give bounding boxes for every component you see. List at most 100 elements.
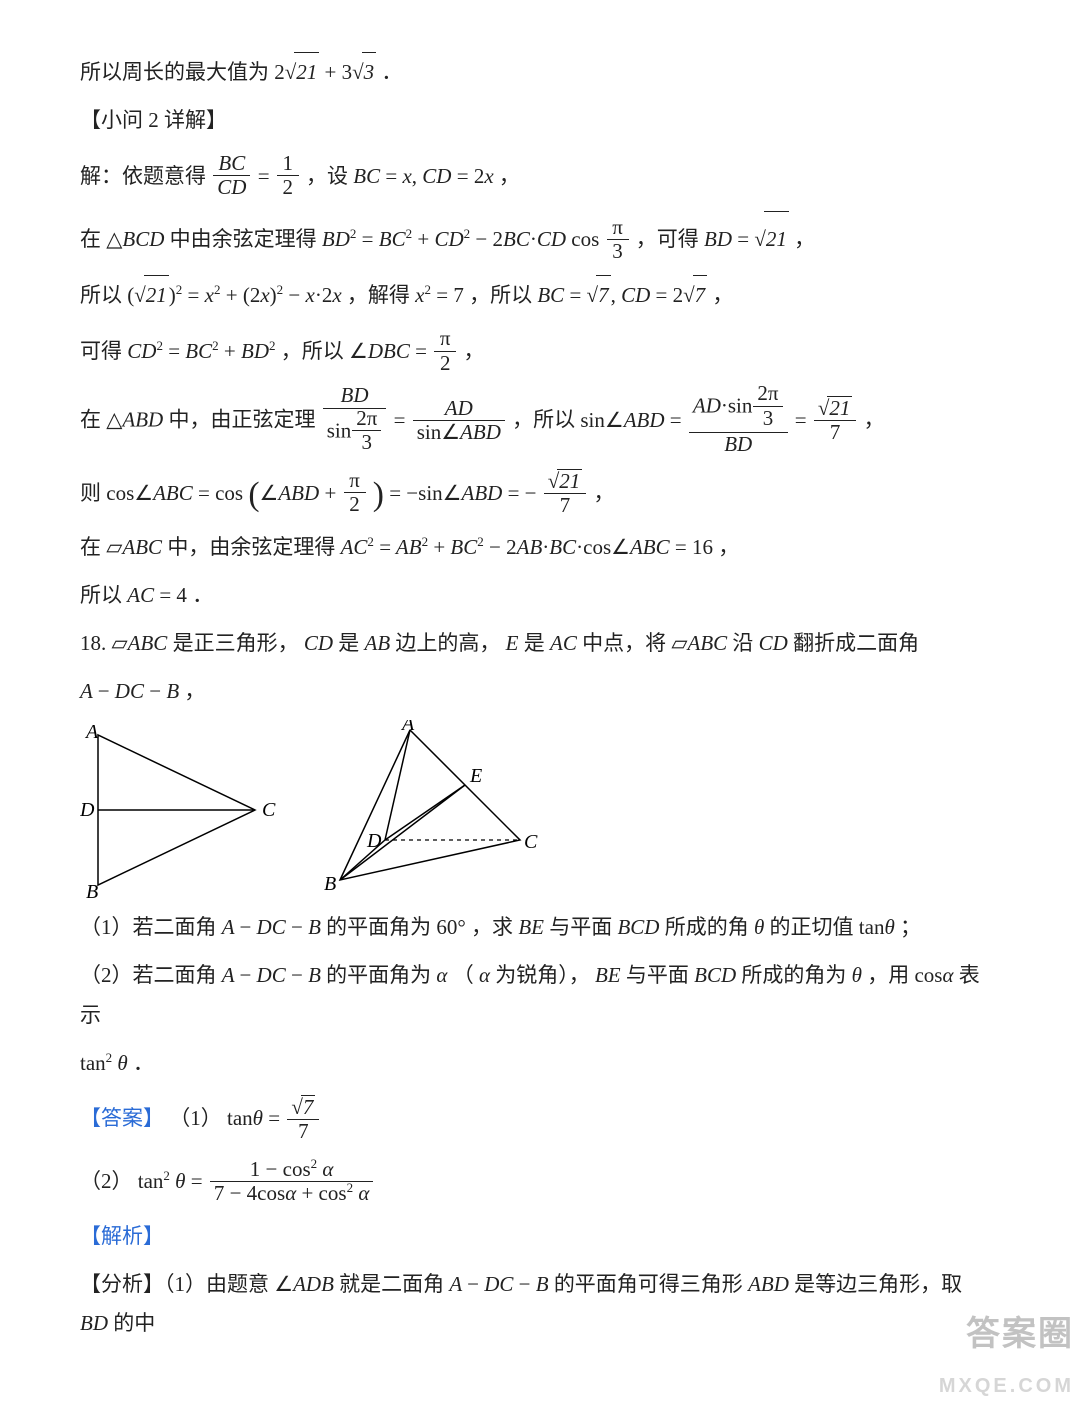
text: 边上的高，: [395, 631, 500, 655]
sym: A − DC − B: [222, 963, 326, 987]
sym: A − DC − B: [449, 1272, 553, 1296]
q18-part2: （2）若二面角 A − DC − B 的平面角为 α （ α 为锐角）， BE …: [80, 956, 1000, 1036]
text: ，所以: [281, 339, 344, 363]
line-setup: 解：依题意得 BCCD = 12 ，设 BC = x, CD = 2x ，: [80, 149, 1000, 204]
sym: BCD: [694, 963, 741, 987]
line-perimeter: 所以周长的最大值为 221 + 33 ．: [80, 52, 1000, 93]
text: （: [453, 963, 474, 987]
text: ．: [192, 583, 213, 607]
text: ，可得: [636, 227, 699, 251]
q18-line1: 18. ▱ABC 是正三角形， CD 是 AB 边上的高， E 是 AC 中点，…: [80, 624, 1000, 664]
fig1-A: A: [84, 721, 99, 743]
text: 所成的角: [665, 915, 749, 939]
text: ，用: [867, 963, 909, 987]
answer-label: 【答案】: [80, 1106, 164, 1130]
text: ，: [594, 481, 615, 505]
fig1-C: C: [262, 799, 276, 821]
fig2-D: D: [366, 830, 382, 852]
text: 在: [80, 227, 101, 251]
fig1-B: B: [86, 881, 98, 900]
sym: cosα: [914, 963, 958, 987]
text: 的平面角可得三角形: [554, 1272, 743, 1296]
text: 在: [80, 408, 101, 432]
text: 为锐角），: [495, 963, 590, 987]
math-tri-abd: △ABD: [106, 408, 163, 432]
text: （1）: [169, 1106, 222, 1130]
math-ans1: tanθ = 77: [227, 1106, 321, 1130]
sym: CD: [759, 631, 788, 655]
math-dihedral: A − DC − B: [80, 679, 179, 703]
text: 所以: [80, 283, 122, 307]
text: ，: [718, 535, 739, 559]
text: 【分析】（1）由题意: [80, 1272, 269, 1296]
text: 是正三角形，: [173, 631, 299, 655]
sym: E: [506, 631, 519, 655]
analysis-label: 【解析】: [80, 1217, 1000, 1257]
math-sine-rule: BD sin2π3 = AD sin∠ABD: [321, 408, 512, 432]
text: 与平面: [626, 963, 689, 987]
math-sq21: (21)2 = x2 + (2x)2 − x·2x: [127, 283, 347, 307]
line-sine-rule: 在 △ABD 中，由正弦定理 BD sin2π3 = AD sin∠ABD ，所…: [80, 386, 1000, 457]
text: 与平面: [549, 915, 612, 939]
text: ，: [712, 283, 733, 307]
text: ，所以: [469, 283, 532, 307]
math-tri-abc: ▱ABC: [106, 535, 162, 559]
math-cosine-bcd: BD2 = BC2 + CD2 − 2BC·CD cos π3: [322, 227, 636, 251]
sym: BCD: [617, 915, 664, 939]
text: 就是二面角: [339, 1272, 444, 1296]
watermark-url: MXQE.COM: [939, 1367, 1074, 1405]
figure-2: A B C D E: [310, 720, 540, 900]
text: 翻折成二面角: [793, 631, 919, 655]
math-cos-abc: cos∠ABC = cos (∠ABD + π2 ) = −sin∠ABD = …: [106, 481, 593, 505]
line-cos-abc: 则 cos∠ABC = cos (∠ABD + π2 ) = −sin∠ABD …: [80, 466, 1000, 521]
math-sin-abd: sin∠ABD = AD·sin2π3 BD = 21 7: [580, 408, 863, 432]
sym: θ: [754, 915, 770, 939]
text: 中，由正弦定理: [168, 408, 315, 432]
sym: AC: [550, 631, 577, 655]
figure-row: A D B C A B: [80, 720, 1000, 900]
text: ，所以: [512, 408, 575, 432]
sym: α: [479, 963, 495, 987]
text: ．: [133, 1051, 154, 1075]
math-tri-bcd: △BCD: [106, 227, 164, 251]
fig2-E: E: [469, 765, 482, 787]
math-set-xy: BC = x, CD = 2x: [353, 164, 493, 188]
text: ，: [499, 164, 520, 188]
line-ac-val: 所以 AC = 4 ．: [80, 576, 1000, 616]
text: （1）若二面角: [80, 915, 217, 939]
text: 18.: [80, 631, 112, 655]
sym: θ: [852, 963, 868, 987]
sym: ABD: [748, 1272, 794, 1296]
sym: AB: [365, 631, 391, 655]
sym: tanθ: [859, 915, 895, 939]
math-x2: x2 = 7: [415, 283, 464, 307]
text: ，: [794, 227, 815, 251]
text: ；: [900, 915, 921, 939]
text: 可得: [80, 339, 122, 363]
text: 的平面角为: [326, 915, 431, 939]
math-cosine-abc: AC2 = AB2 + BC2 − 2AB·BC·cos∠ABC = 16: [341, 535, 719, 559]
text: ，解得: [347, 283, 410, 307]
math-bd-val: BD = 21: [704, 227, 789, 251]
math-perimeter: 221 + 33: [274, 60, 381, 84]
text: 解：依题意得: [80, 164, 206, 188]
text: 是: [524, 631, 550, 655]
sym: α: [436, 963, 452, 987]
line-solve-x: 所以 (21)2 = x2 + (2x)2 − x·2x ，解得 x2 = 7 …: [80, 275, 1000, 316]
text: ．: [381, 60, 402, 84]
math-bc-cd-vals: BC = 7, CD = 27: [537, 283, 707, 307]
math-ac-val: AC = 4: [127, 583, 187, 607]
fig2-C: C: [524, 831, 538, 853]
page: 所以周长的最大值为 221 + 33 ． 【小问 2 详解】 解：依题意得 BC…: [0, 0, 1080, 1411]
math-ans2: tan2 θ = 1 − cos2 α 7 − 4cosα + cos2 α: [138, 1169, 376, 1193]
sym: tan2 θ: [80, 1051, 128, 1075]
line-cosine-bcd: 在 △BCD 中由余弦定理得 BD2 = BC2 + CD2 − 2BC·CD …: [80, 211, 1000, 267]
fig2-B: B: [324, 873, 336, 895]
q18-line2: A − DC − B ，: [80, 672, 1000, 712]
fig2-A: A: [400, 720, 415, 735]
text: 所以周长的最大值为: [80, 60, 269, 84]
text: ，: [864, 408, 885, 432]
sym: BD: [80, 1311, 113, 1335]
q18-part1: （1）若二面角 A − DC − B 的平面角为 60° ，求 BE 与平面 B…: [80, 908, 1000, 948]
sym: BE: [595, 963, 626, 987]
